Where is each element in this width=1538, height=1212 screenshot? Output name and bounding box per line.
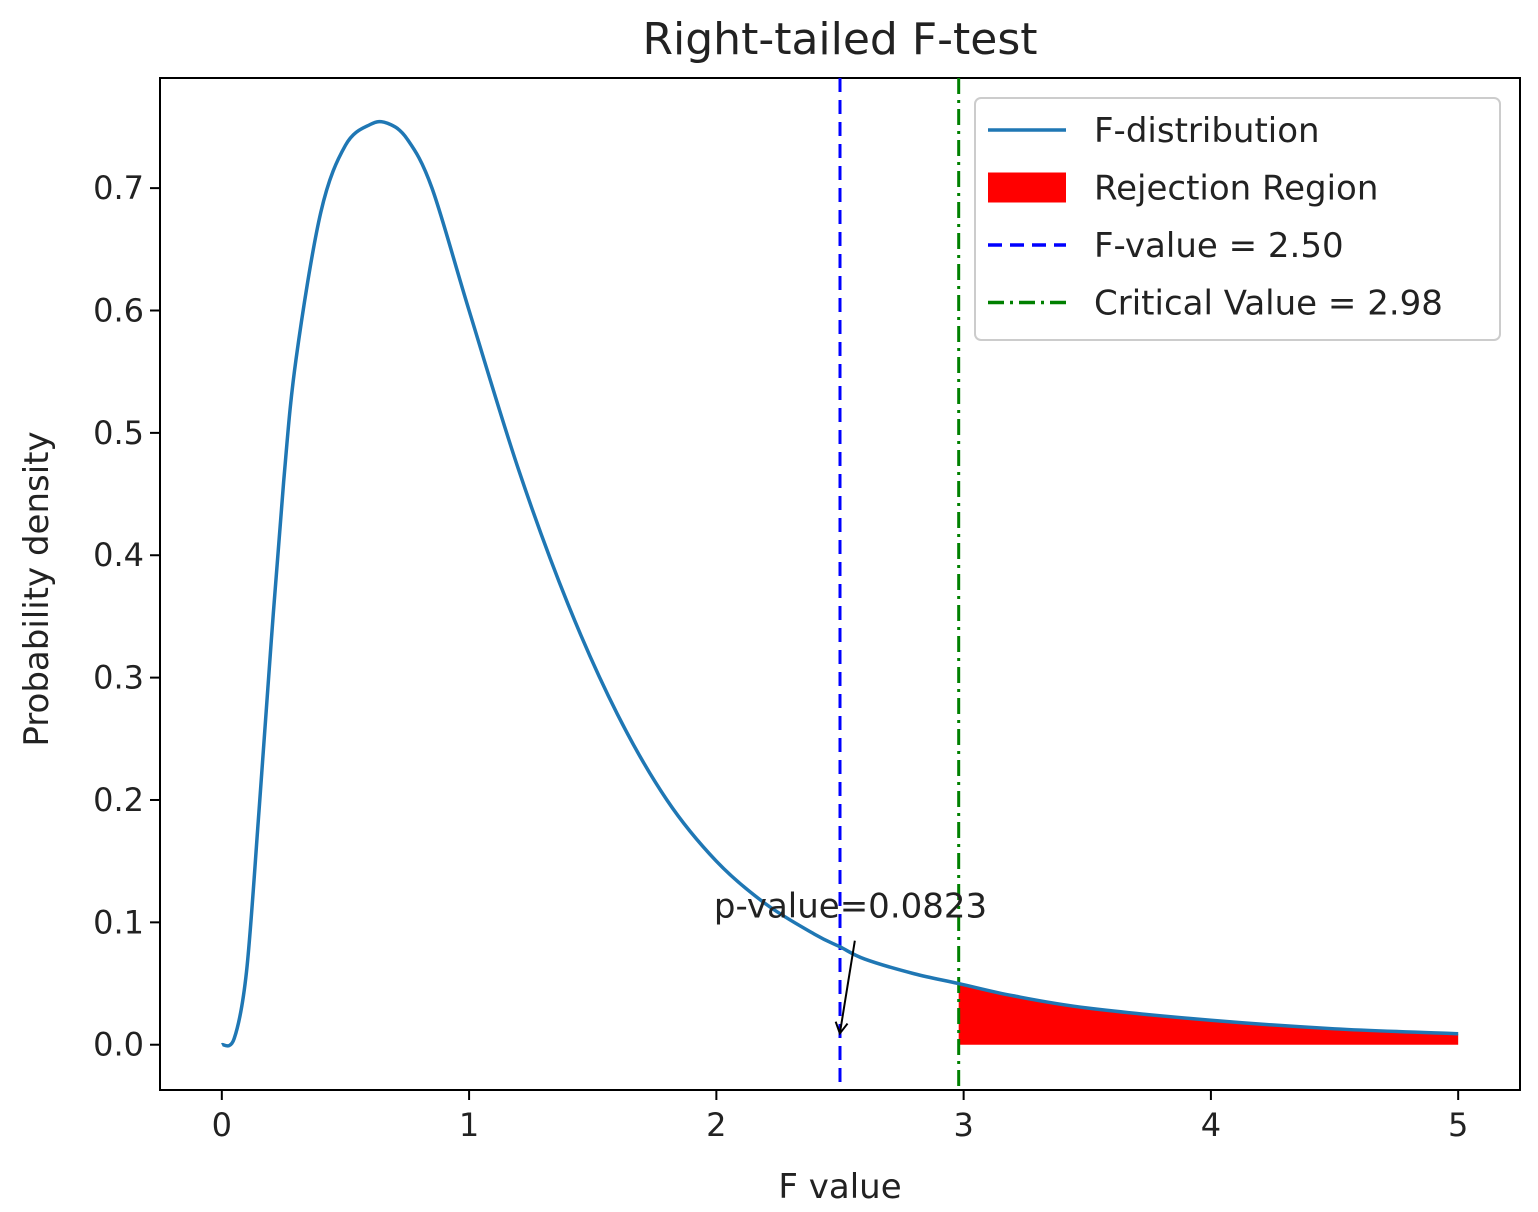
y-tick-label: 0.1: [93, 903, 144, 941]
y-tick-label: 0.0: [93, 1026, 144, 1064]
y-tick-label: 0.3: [93, 659, 144, 697]
x-tick-label: 2: [706, 1106, 726, 1144]
p-value-annotation: p-value=0.0823: [714, 886, 987, 926]
x-axis-label: F value: [778, 1167, 901, 1207]
chart-title: Right-tailed F-test: [642, 14, 1037, 65]
legend-label-0: F-distribution: [1094, 111, 1320, 151]
y-tick-label: 0.5: [93, 414, 144, 452]
y-tick-label: 0.2: [93, 781, 144, 819]
reference-lines-layer: [838, 78, 961, 1090]
x-axis-ticks: 0 1 2 3 4 5: [212, 1090, 1468, 1144]
x-tick-label: 3: [953, 1106, 973, 1144]
y-axis-ticks: 0.0 0.1 0.2 0.3 0.4 0.5 0.6 0.7: [93, 169, 160, 1064]
f-distribution-curve: [221, 119, 1459, 1048]
y-tick-label: 0.4: [93, 536, 144, 574]
legend-label-2: F-value = 2.50: [1094, 226, 1344, 266]
y-axis-label: Probability density: [17, 431, 57, 746]
legend-label-1: Rejection Region: [1094, 169, 1378, 209]
x-tick-label: 0: [212, 1106, 232, 1144]
x-tick-label: 4: [1201, 1106, 1221, 1144]
y-tick-label: 0.6: [93, 292, 144, 330]
distribution-curve-layer: [221, 119, 1459, 1048]
x-tick-label: 1: [459, 1106, 479, 1144]
annotation-layer: p-value=0.0823: [714, 886, 987, 1032]
p-value-arrow: [840, 940, 856, 1033]
legend-box: [974, 97, 1501, 341]
x-tick-label: 5: [1448, 1106, 1468, 1144]
legend-label-3: Critical Value = 2.98: [1094, 284, 1443, 324]
legend-items: F-distribution Rejection Region F-value = …: [988, 111, 1443, 324]
y-tick-label: 0.7: [93, 169, 144, 207]
legend: F-distribution Rejection Region F-value = …: [974, 97, 1501, 341]
legend-swatch-rejection-region: [988, 172, 1066, 203]
